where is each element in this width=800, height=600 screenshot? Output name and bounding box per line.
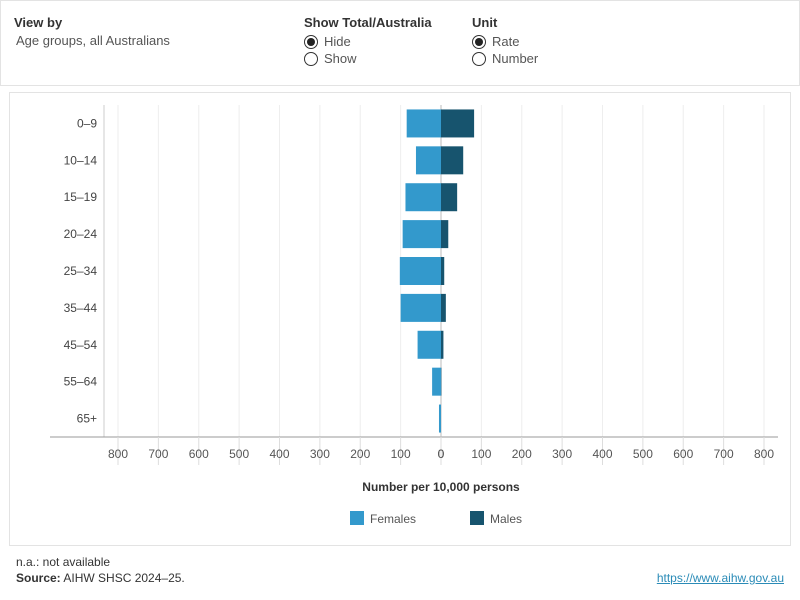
radio-unselected-icon[interactable] — [472, 51, 486, 66]
unit-control: Unit Rate Number — [472, 15, 538, 67]
source-text: AIHW SHSC 2024–25. — [63, 571, 185, 585]
bar-females — [438, 404, 441, 433]
unit-rate-option[interactable]: Rate — [472, 33, 538, 50]
x-tick-label: 800 — [754, 447, 774, 461]
show-total-title: Show Total/Australia — [304, 15, 432, 30]
legend-label: Males — [490, 512, 522, 526]
x-tick-label: 500 — [633, 447, 653, 461]
bar-females — [399, 257, 441, 285]
x-tick-label: 400 — [269, 447, 289, 461]
x-tick-label: 600 — [673, 447, 693, 461]
footer-source: Source: AIHW SHSC 2024–25. — [16, 571, 185, 585]
category-label: 25–34 — [64, 264, 98, 278]
x-tick-label: 300 — [310, 447, 330, 461]
bar-males — [441, 220, 449, 249]
radio-unselected-icon[interactable] — [304, 51, 318, 66]
bar-females — [432, 367, 441, 396]
category-label: 55–64 — [64, 375, 98, 389]
aihw-link[interactable]: https://www.aihw.gov.au — [656, 571, 784, 585]
view-by-title: View by — [14, 15, 63, 30]
category-label: 45–54 — [64, 338, 98, 352]
footer-note: n.a.: not available — [16, 555, 111, 569]
source-label: Source: — [16, 571, 61, 585]
x-tick-label: 200 — [350, 447, 370, 461]
bar-males — [441, 146, 464, 175]
category-label: 65+ — [77, 412, 97, 426]
bar-males — [441, 109, 475, 138]
category-label: 20–24 — [64, 227, 98, 241]
view-by-value[interactable]: Age groups, all Australians — [16, 33, 170, 48]
show-total-hide-label: Hide — [324, 34, 351, 49]
filter-panel: View by Age groups, all Australians Show… — [0, 0, 800, 86]
x-tick-label: 200 — [512, 447, 532, 461]
x-tick-label: 700 — [714, 447, 734, 461]
x-tick-label: 600 — [189, 447, 209, 461]
bar-males — [441, 330, 444, 359]
population-pyramid-chart: 0–9 10–14 15–19 20–24 25–34 35–44 45–54 55–64 65… — [50, 105, 778, 526]
radio-selected-icon[interactable] — [304, 34, 318, 49]
radio-selected-icon[interactable] — [472, 34, 486, 49]
bar-males — [441, 293, 446, 322]
bar-females — [406, 109, 441, 138]
x-tick-label: 300 — [552, 447, 572, 461]
x-tick-label: 400 — [592, 447, 612, 461]
category-label: 15–19 — [64, 190, 98, 204]
show-total-show-option[interactable]: Show — [304, 50, 432, 67]
bar-males — [441, 257, 445, 285]
unit-number-label: Number — [492, 51, 539, 66]
show-total-control: Show Total/Australia Hide Show — [304, 15, 432, 67]
category-label: 35–44 — [64, 301, 98, 315]
bar-females — [402, 220, 441, 249]
view-by-control[interactable]: View by Age groups, all Australians — [14, 15, 170, 48]
x-tick-label: 100 — [471, 447, 491, 461]
category-label: 10–14 — [64, 153, 98, 167]
category-label: 0–9 — [77, 116, 97, 130]
show-total-hide-option[interactable]: Hide — [304, 33, 432, 50]
legend-label: Females — [370, 512, 416, 526]
x-tick-label: 800 — [108, 447, 128, 461]
x-tick-label: 100 — [391, 447, 411, 461]
unit-rate-label: Rate — [492, 34, 520, 49]
x-axis-title: Number per 10,000 persons — [362, 480, 520, 494]
bar-males — [441, 183, 458, 212]
bar-females — [415, 146, 441, 175]
x-tick-label: 700 — [148, 447, 168, 461]
show-total-show-label: Show — [324, 51, 357, 66]
legend-swatch — [350, 511, 364, 525]
chart-panel: 0–9 10–14 15–19 20–24 25–34 35–44 45–54 55–64 65… — [9, 92, 791, 546]
bar-females — [400, 293, 441, 322]
bar-females — [417, 330, 441, 359]
unit-number-option[interactable]: Number — [472, 50, 538, 67]
legend-swatch — [470, 511, 484, 525]
unit-title: Unit — [472, 15, 498, 30]
x-tick-label: 0 — [438, 447, 445, 461]
bar-females — [405, 183, 441, 212]
x-tick-label: 500 — [229, 447, 249, 461]
